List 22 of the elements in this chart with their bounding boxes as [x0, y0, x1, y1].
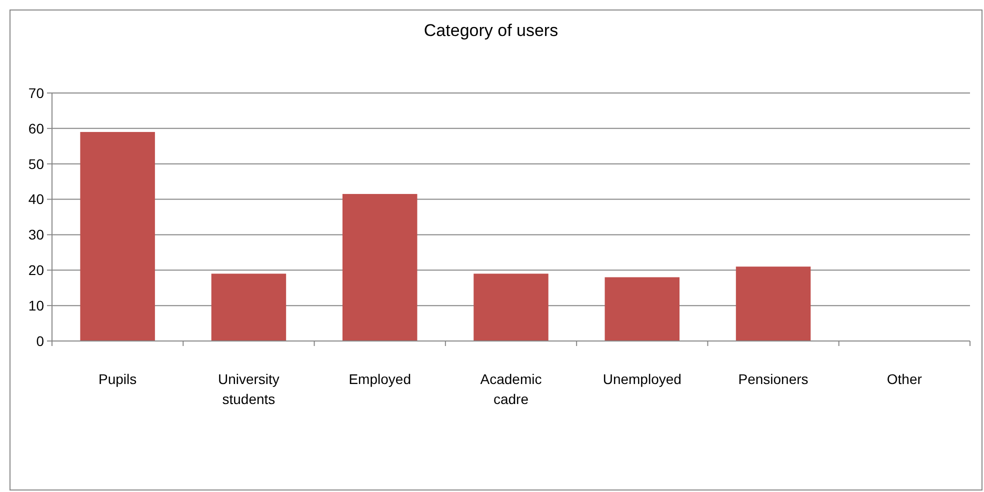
y-tick-label: 60 [28, 120, 44, 136]
bar [736, 266, 811, 341]
y-tick-label: 50 [28, 156, 44, 172]
y-tick-label: 70 [28, 84, 44, 101]
bar [211, 274, 286, 341]
chart-title: Category of users [424, 21, 558, 40]
x-tick-label: Other [886, 371, 922, 387]
x-tick-label: Pupils [98, 371, 137, 387]
x-tick-label: Academic cadre [480, 371, 542, 407]
x-tick-label: Pensioners [738, 371, 808, 387]
x-tick-label: Employed [348, 371, 411, 387]
x-tick-label: University students [218, 371, 280, 407]
y-tick-label: 20 [28, 262, 44, 278]
y-tick-label: 0 [36, 332, 44, 349]
x-tick-label: Unemployed [602, 371, 682, 387]
y-tick-label: 30 [28, 226, 44, 243]
y-tick-label: 40 [28, 191, 44, 208]
bar [342, 194, 418, 341]
bar [80, 132, 155, 341]
bar [474, 274, 548, 341]
y-tick-label: 10 [28, 297, 44, 314]
bar [604, 277, 680, 341]
